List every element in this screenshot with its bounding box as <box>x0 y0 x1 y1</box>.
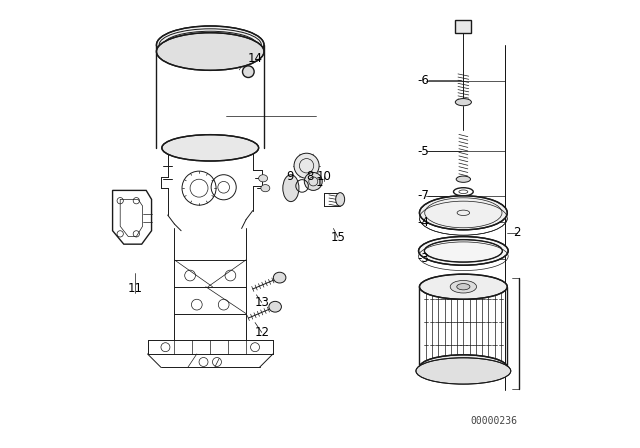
Text: -6: -6 <box>418 74 429 87</box>
Ellipse shape <box>273 272 286 283</box>
Ellipse shape <box>457 284 470 290</box>
Text: -7: -7 <box>418 189 429 202</box>
Ellipse shape <box>294 153 319 178</box>
Ellipse shape <box>305 172 323 190</box>
Text: 14: 14 <box>248 52 262 65</box>
Ellipse shape <box>157 26 264 64</box>
Text: -3: -3 <box>418 252 429 266</box>
Text: 10: 10 <box>317 169 332 183</box>
Text: 9: 9 <box>287 169 294 183</box>
Ellipse shape <box>261 185 270 192</box>
Ellipse shape <box>416 358 511 384</box>
Ellipse shape <box>419 237 508 265</box>
Text: 1: 1 <box>316 176 323 190</box>
Ellipse shape <box>419 274 508 299</box>
Ellipse shape <box>157 33 264 70</box>
Text: -4: -4 <box>418 215 429 229</box>
Text: -5: -5 <box>418 145 429 158</box>
Ellipse shape <box>162 135 259 161</box>
Text: 15: 15 <box>330 231 346 244</box>
Ellipse shape <box>419 196 508 230</box>
Ellipse shape <box>269 302 282 312</box>
Ellipse shape <box>456 176 470 182</box>
Text: 00000236: 00000236 <box>470 416 517 426</box>
Ellipse shape <box>243 66 254 78</box>
Ellipse shape <box>336 193 345 206</box>
Text: 8: 8 <box>307 169 314 183</box>
Text: 11: 11 <box>128 282 143 296</box>
Ellipse shape <box>259 175 268 182</box>
Ellipse shape <box>283 175 299 202</box>
Text: 12: 12 <box>254 326 269 339</box>
Text: 13: 13 <box>254 296 269 309</box>
Ellipse shape <box>450 280 477 293</box>
Bar <box>455 20 472 33</box>
Ellipse shape <box>455 99 472 106</box>
Text: 2: 2 <box>513 226 521 240</box>
Ellipse shape <box>419 355 508 380</box>
